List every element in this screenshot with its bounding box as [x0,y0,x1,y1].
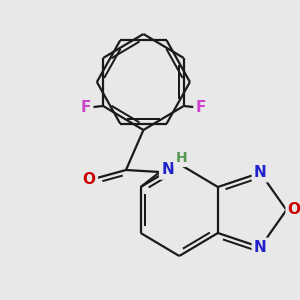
Text: N: N [254,240,267,255]
Text: N: N [254,165,267,180]
Text: N: N [161,163,174,178]
Text: H: H [176,151,187,165]
Text: O: O [82,172,96,188]
Text: F: F [196,100,206,116]
Text: F: F [80,100,91,116]
Text: O: O [288,202,300,217]
